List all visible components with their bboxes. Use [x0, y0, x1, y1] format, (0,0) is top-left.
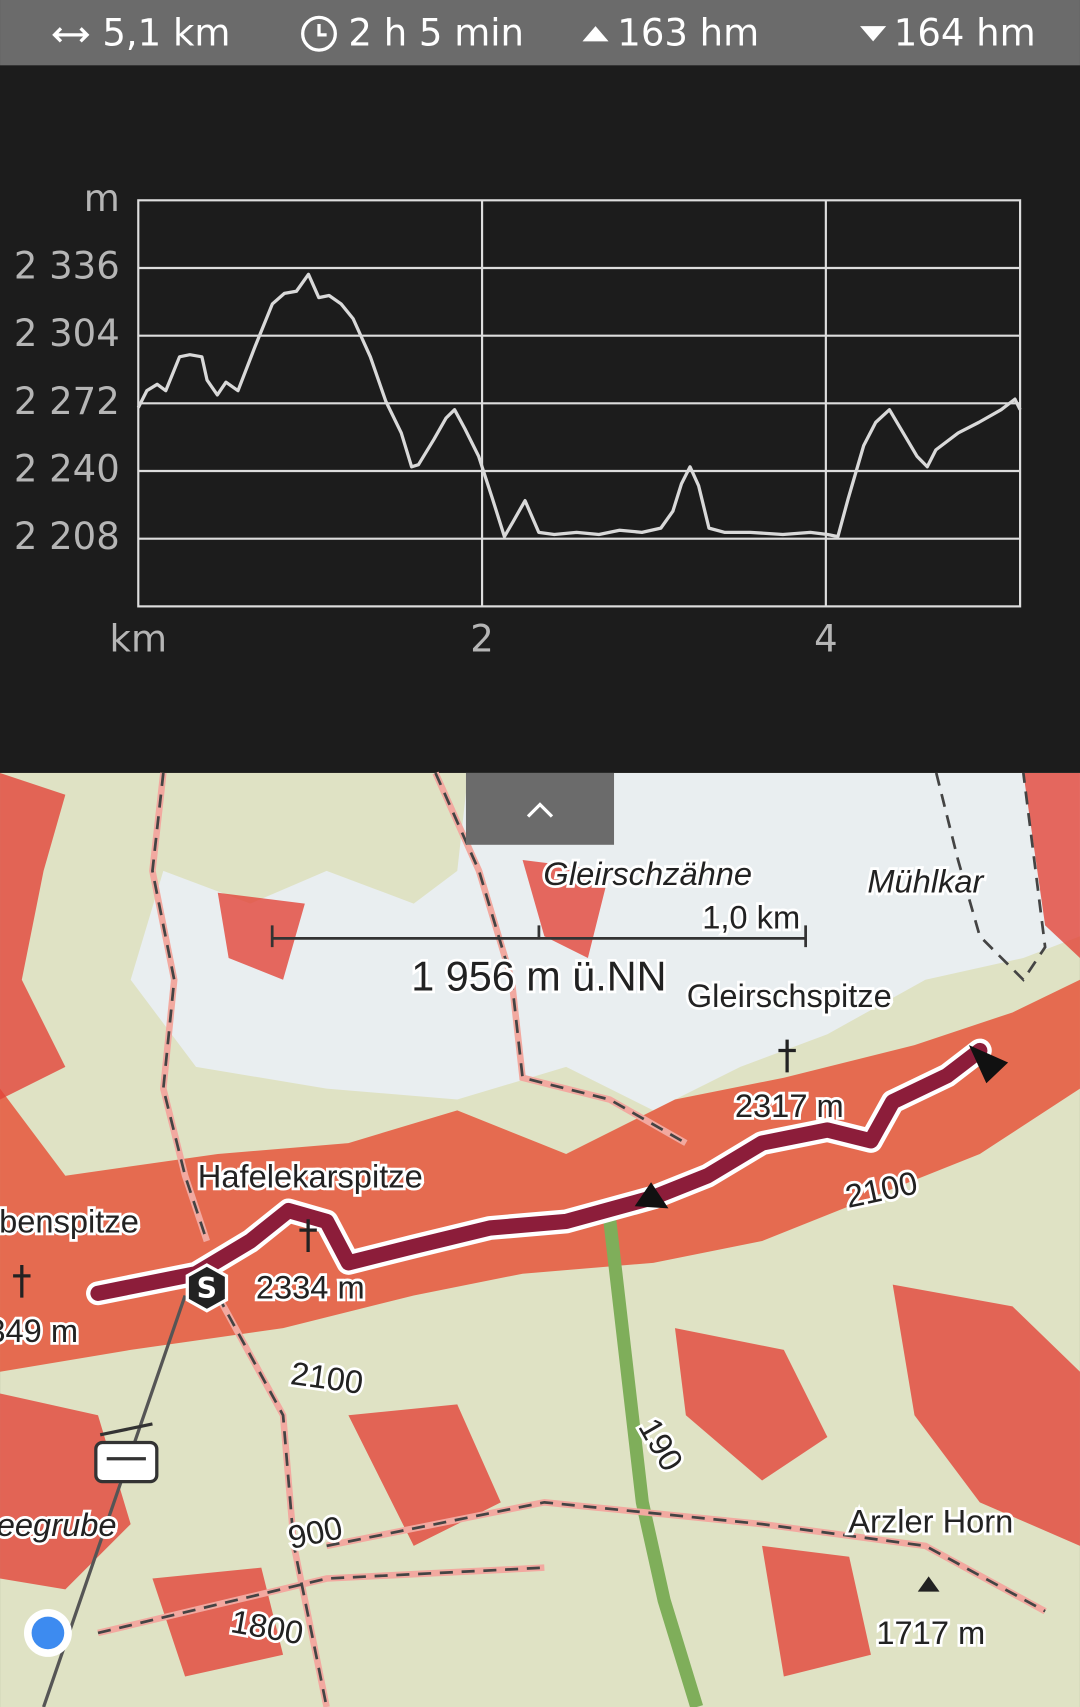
x-axis-label: km	[110, 618, 167, 661]
y-axis-label: m	[84, 177, 120, 220]
distance-icon	[52, 27, 90, 43]
map-label: Gleirschspitze	[687, 977, 892, 1014]
scale-label: 1,0 km	[702, 899, 800, 936]
duration: 2 h 5 min	[348, 11, 524, 54]
map-label: Gleirschzähne	[543, 855, 752, 892]
x-tick-label: 2	[470, 618, 494, 661]
map-label: 2317 m	[735, 1087, 844, 1124]
elevation-chart: 2 208 2 240 2 272 2 304 2 336 2 4	[14, 199, 1022, 661]
elevation-line	[136, 272, 1022, 539]
map: S 1,0 km 1 956 m ü.NN Gleirschzähne Mühlk…	[0, 771, 1080, 1707]
map-label: Arzler Horn	[848, 1503, 1013, 1540]
clock-icon	[301, 15, 337, 52]
ascent: 163 hm	[617, 11, 759, 54]
map-label: 349 m	[0, 1312, 78, 1349]
map-label: ubenspitze	[0, 1202, 139, 1239]
map-label: 900	[285, 1508, 346, 1556]
cursor-elevation: 1 956 m ü.NN	[411, 954, 666, 1000]
map-label: Hafelekarspitze	[198, 1158, 423, 1195]
map-label: eegrube	[0, 1506, 117, 1543]
y-tick-label: 2 240	[14, 448, 120, 491]
stats-bar	[0, 0, 1080, 66]
expand-handle[interactable]	[465, 772, 615, 845]
y-tick-label: 2 304	[14, 312, 120, 355]
x-tick-label: 4	[814, 618, 838, 661]
descent: 164 hm	[894, 11, 1036, 54]
y-tick-label: 2 208	[14, 515, 120, 558]
y-tick-label: 2 272	[14, 380, 120, 423]
svg-text:S: S	[197, 1272, 217, 1305]
map-label: 1717 m	[876, 1614, 985, 1651]
y-tick-label: 2 336	[14, 244, 120, 287]
ascent-icon	[582, 26, 609, 42]
map-label: 2334 m	[256, 1269, 365, 1306]
descent-icon	[860, 26, 887, 42]
map-label: Mühlkar	[867, 863, 984, 900]
map-labels: Gleirschzähne Mühlkar Gleirschspitze 2317 m…	[0, 852, 1016, 1654]
distance: 5,1 km	[102, 11, 230, 54]
